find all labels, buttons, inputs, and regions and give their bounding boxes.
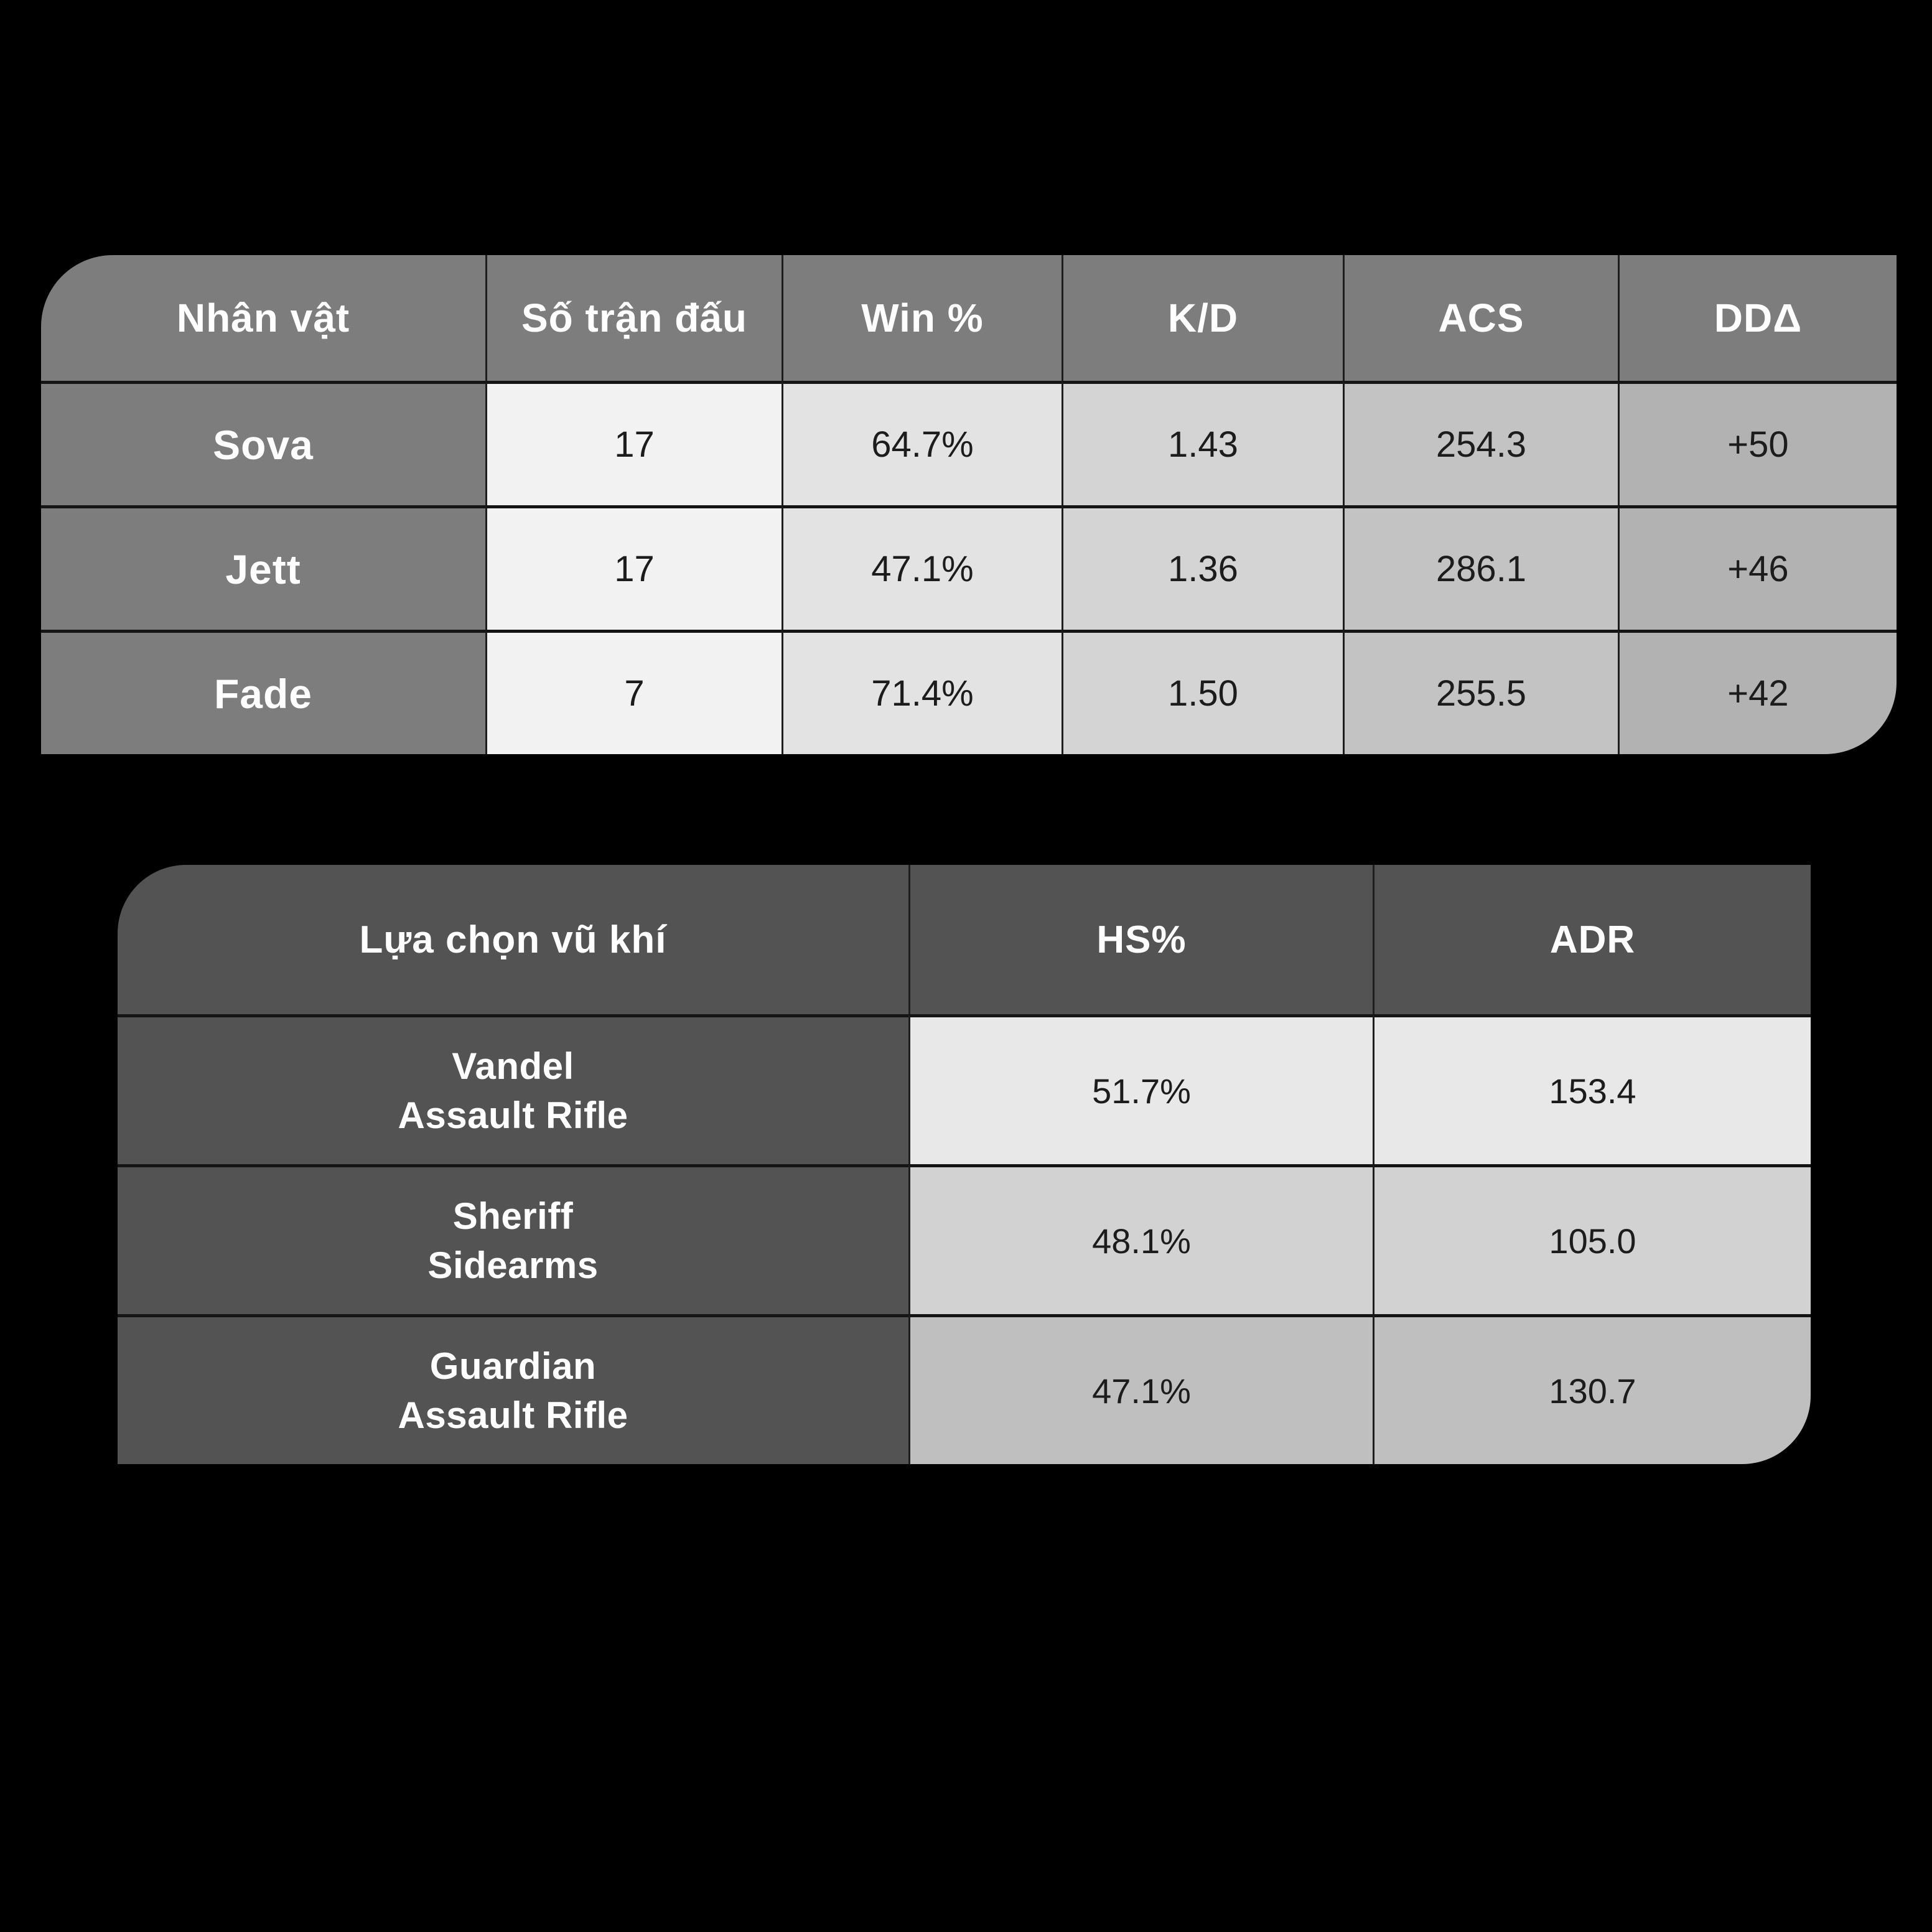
header-cell-kd: K/D (1062, 255, 1343, 381)
weapon-row-sheriff: Sheriff Sidearms 48.1% 105.0 (118, 1164, 1811, 1314)
header-cell-hs: HS% (908, 865, 1373, 1014)
agent-table-header-row: Nhân vật Số trận đấu Win % K/D ACS DDΔ (41, 255, 1897, 381)
agent-row-jett: Jett 17 47.1% 1.36 286.1 +46 (41, 505, 1897, 630)
weapon-name-line2: Sidearms (427, 1244, 599, 1286)
agent-row-sova: Sova 17 64.7% 1.43 254.3 +50 (41, 381, 1897, 505)
stat-cell-adr: 105.0 (1373, 1164, 1811, 1314)
stat-cell-dddelta: +50 (1618, 381, 1897, 505)
stat-cell-matches: 17 (485, 381, 782, 505)
agent-name: Jett (41, 505, 485, 630)
weapon-name-line1: Guardian (429, 1345, 597, 1387)
stat-cell-matches: 7 (485, 630, 782, 754)
weapon-name-line2: Assault Rifle (398, 1394, 628, 1436)
header-cell-winrate: Win % (782, 255, 1062, 381)
header-cell-dddelta: DDΔ (1618, 255, 1897, 381)
weapon-table-header-row: Lựa chọn vũ khí HS% ADR (118, 865, 1811, 1014)
header-cell-adr: ADR (1373, 865, 1811, 1014)
header-cell-weapon: Lựa chọn vũ khí (118, 865, 908, 1014)
stat-cell-dddelta: +46 (1618, 505, 1897, 630)
weapon-name: Sheriff Sidearms (118, 1164, 908, 1314)
header-cell-acs: ACS (1343, 255, 1618, 381)
agent-name: Fade (41, 630, 485, 754)
weapon-name-line2: Assault Rifle (398, 1094, 628, 1136)
header-cell-matches: Số trận đấu (485, 255, 782, 381)
stat-cell-hs: 51.7% (908, 1014, 1373, 1164)
agent-name: Sova (41, 381, 485, 505)
stat-cell-kd: 1.36 (1062, 505, 1343, 630)
weapon-name: Guardian Assault Rifle (118, 1314, 908, 1464)
stat-cell-adr: 153.4 (1373, 1014, 1811, 1164)
stat-cell-acs: 255.5 (1343, 630, 1618, 754)
header-cell-agent: Nhân vật (41, 255, 485, 381)
weapon-name-line1: Vandel (452, 1045, 574, 1087)
stat-cell-kd: 1.50 (1062, 630, 1343, 754)
stat-cell-winrate: 64.7% (782, 381, 1062, 505)
weapon-name-line1: Sheriff (452, 1195, 574, 1237)
stat-cell-dddelta: +42 (1618, 630, 1897, 754)
weapon-stats-table: Lựa chọn vũ khí HS% ADR Vandel Assault R… (118, 865, 1811, 1464)
stat-cell-matches: 17 (485, 505, 782, 630)
weapon-row-vandel: Vandel Assault Rifle 51.7% 153.4 (118, 1014, 1811, 1164)
stat-cell-winrate: 71.4% (782, 630, 1062, 754)
stat-cell-kd: 1.43 (1062, 381, 1343, 505)
weapon-row-guardian: Guardian Assault Rifle 47.1% 130.7 (118, 1314, 1811, 1464)
stat-cell-acs: 254.3 (1343, 381, 1618, 505)
stat-cell-hs: 48.1% (908, 1164, 1373, 1314)
agent-row-fade: Fade 7 71.4% 1.50 255.5 +42 (41, 630, 1897, 754)
stat-cell-winrate: 47.1% (782, 505, 1062, 630)
stat-cell-hs: 47.1% (908, 1314, 1373, 1464)
weapon-name: Vandel Assault Rifle (118, 1014, 908, 1164)
agent-stats-table: Nhân vật Số trận đấu Win % K/D ACS DDΔ S… (41, 255, 1897, 754)
stat-cell-adr: 130.7 (1373, 1314, 1811, 1464)
stat-cell-acs: 286.1 (1343, 505, 1618, 630)
